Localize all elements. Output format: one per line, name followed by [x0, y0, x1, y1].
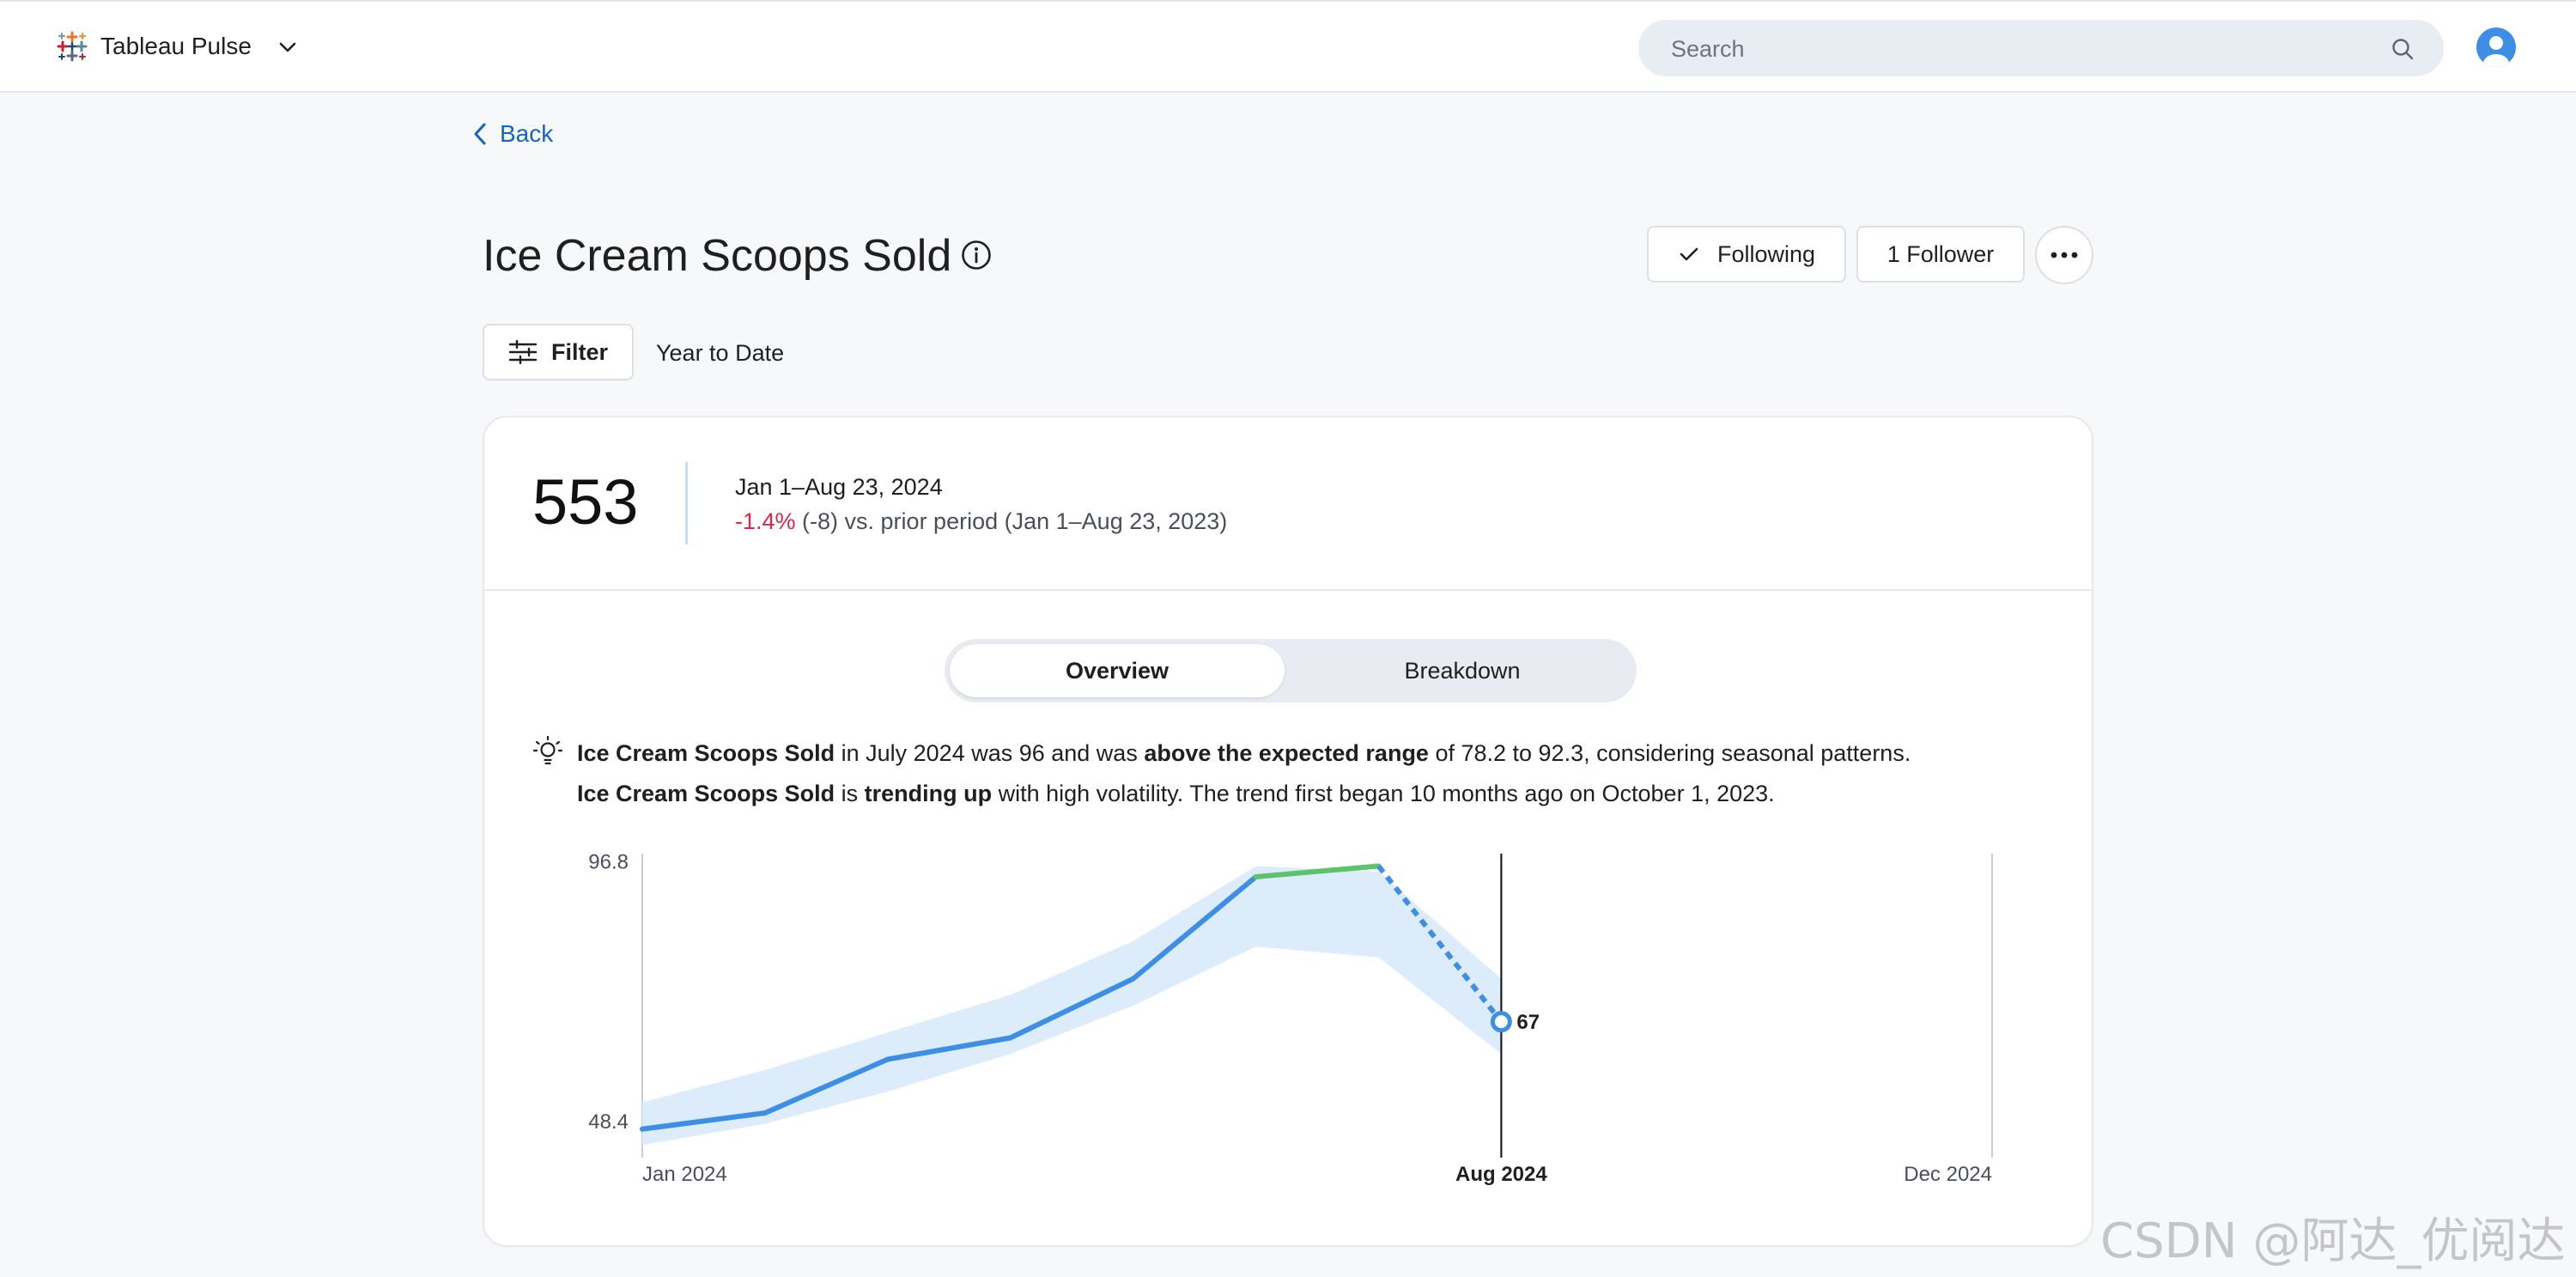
y-tick-label: 48.4 — [588, 1110, 629, 1134]
sliders-icon — [508, 340, 538, 364]
page-title: Ice Cream Scoops Sold — [483, 231, 952, 281]
insight-text-1: Ice Cream Scoops Sold in July 2024 was 9… — [577, 740, 1911, 767]
tab-breakdown[interactable]: Breakdown — [1404, 657, 1521, 684]
current-value-label: 67 — [1516, 1011, 1540, 1034]
series-line — [640, 874, 1259, 1132]
insight-emphasis: Ice Cream Scoops Sold — [577, 740, 835, 766]
user-avatar-icon[interactable] — [2476, 27, 2516, 67]
metric-summary: 553 Jan 1–Aug 23, 2024 -1.4% (-8) vs. pr… — [484, 417, 2092, 591]
watermark: CSDN @阿达_优阅达 — [2100, 1213, 2566, 1269]
chevron-down-icon[interactable] — [276, 36, 299, 58]
top-bar: Tableau Pulse Search — [0, 0, 2576, 93]
search-placeholder: Search — [1671, 36, 1745, 62]
more-options-button[interactable] — [2035, 226, 2093, 284]
search-input[interactable]: Search — [1638, 20, 2444, 76]
trend-chart[interactable]: 67 96.8 48.4 Jan 2024 Aug 2024 Dec 2024 — [484, 417, 2095, 1249]
metric-card: 553 Jan 1–Aug 23, 2024 -1.4% (-8) vs. pr… — [483, 416, 2093, 1247]
lightbulb-insight-icon — [532, 735, 563, 765]
app-name[interactable]: Tableau Pulse — [100, 33, 252, 59]
insight-emphasis: trending up — [864, 781, 993, 806]
metric-value: 553 — [532, 466, 639, 538]
filter-button[interactable]: Filter — [483, 324, 634, 380]
x-tick-label: Jan 2024 — [642, 1163, 727, 1186]
insight-text-run: in July 2024 was 96 and was — [835, 740, 1145, 766]
tableau-logo-icon[interactable] — [55, 29, 89, 64]
partial-period-line — [1376, 864, 1504, 1024]
metric-comparison: -1.4% (-8) vs. prior period (Jan 1–Aug 2… — [735, 508, 1227, 535]
more-horizontal-icon — [2050, 252, 2078, 258]
period-label[interactable]: Year to Date — [656, 340, 785, 366]
chevron-left-icon — [474, 123, 486, 145]
filter-label: Filter — [550, 338, 608, 365]
x-tick-label: Aug 2024 — [1455, 1163, 1547, 1186]
insight-emphasis: above the expected range — [1144, 740, 1429, 766]
insight-text-run: with high volatility. The trend first be… — [992, 781, 1775, 806]
tab-overview[interactable]: Overview — [950, 644, 1285, 697]
followers-button[interactable]: 1 Follower — [1856, 226, 2025, 283]
metric-change-text: (-8) vs. prior period (Jan 1–Aug 23, 202… — [795, 508, 1228, 534]
metric-divider — [685, 462, 688, 544]
metric-date-range: Jan 1–Aug 23, 2024 — [735, 474, 943, 500]
search-icon[interactable] — [2391, 37, 2415, 61]
following-button[interactable]: Following — [1647, 226, 1846, 283]
insight-text-run: is — [835, 781, 865, 806]
view-tabs: Overview Breakdown — [945, 639, 1637, 702]
current-value-point — [1490, 1011, 1512, 1033]
back-link[interactable]: Back — [471, 119, 553, 149]
follower-count-label: 1 Follower — [1886, 240, 1995, 267]
info-icon[interactable] — [960, 239, 993, 271]
metric-change-percent: -1.4% — [735, 508, 796, 534]
back-label: Back — [500, 120, 554, 147]
check-icon — [1680, 247, 1698, 261]
insight-emphasis: Ice Cream Scoops Sold — [577, 781, 835, 806]
x-tick-label: Dec 2024 — [1904, 1163, 1992, 1186]
following-label: Following — [1716, 240, 1816, 267]
insight-text-run: of 78.2 to 92.3, considering seasonal pa… — [1428, 740, 1911, 766]
y-tick-label: 96.8 — [588, 851, 629, 874]
insight-text-2: Ice Cream Scoops Sold is trending up wit… — [577, 781, 1775, 807]
highlight-segment — [1253, 863, 1382, 879]
